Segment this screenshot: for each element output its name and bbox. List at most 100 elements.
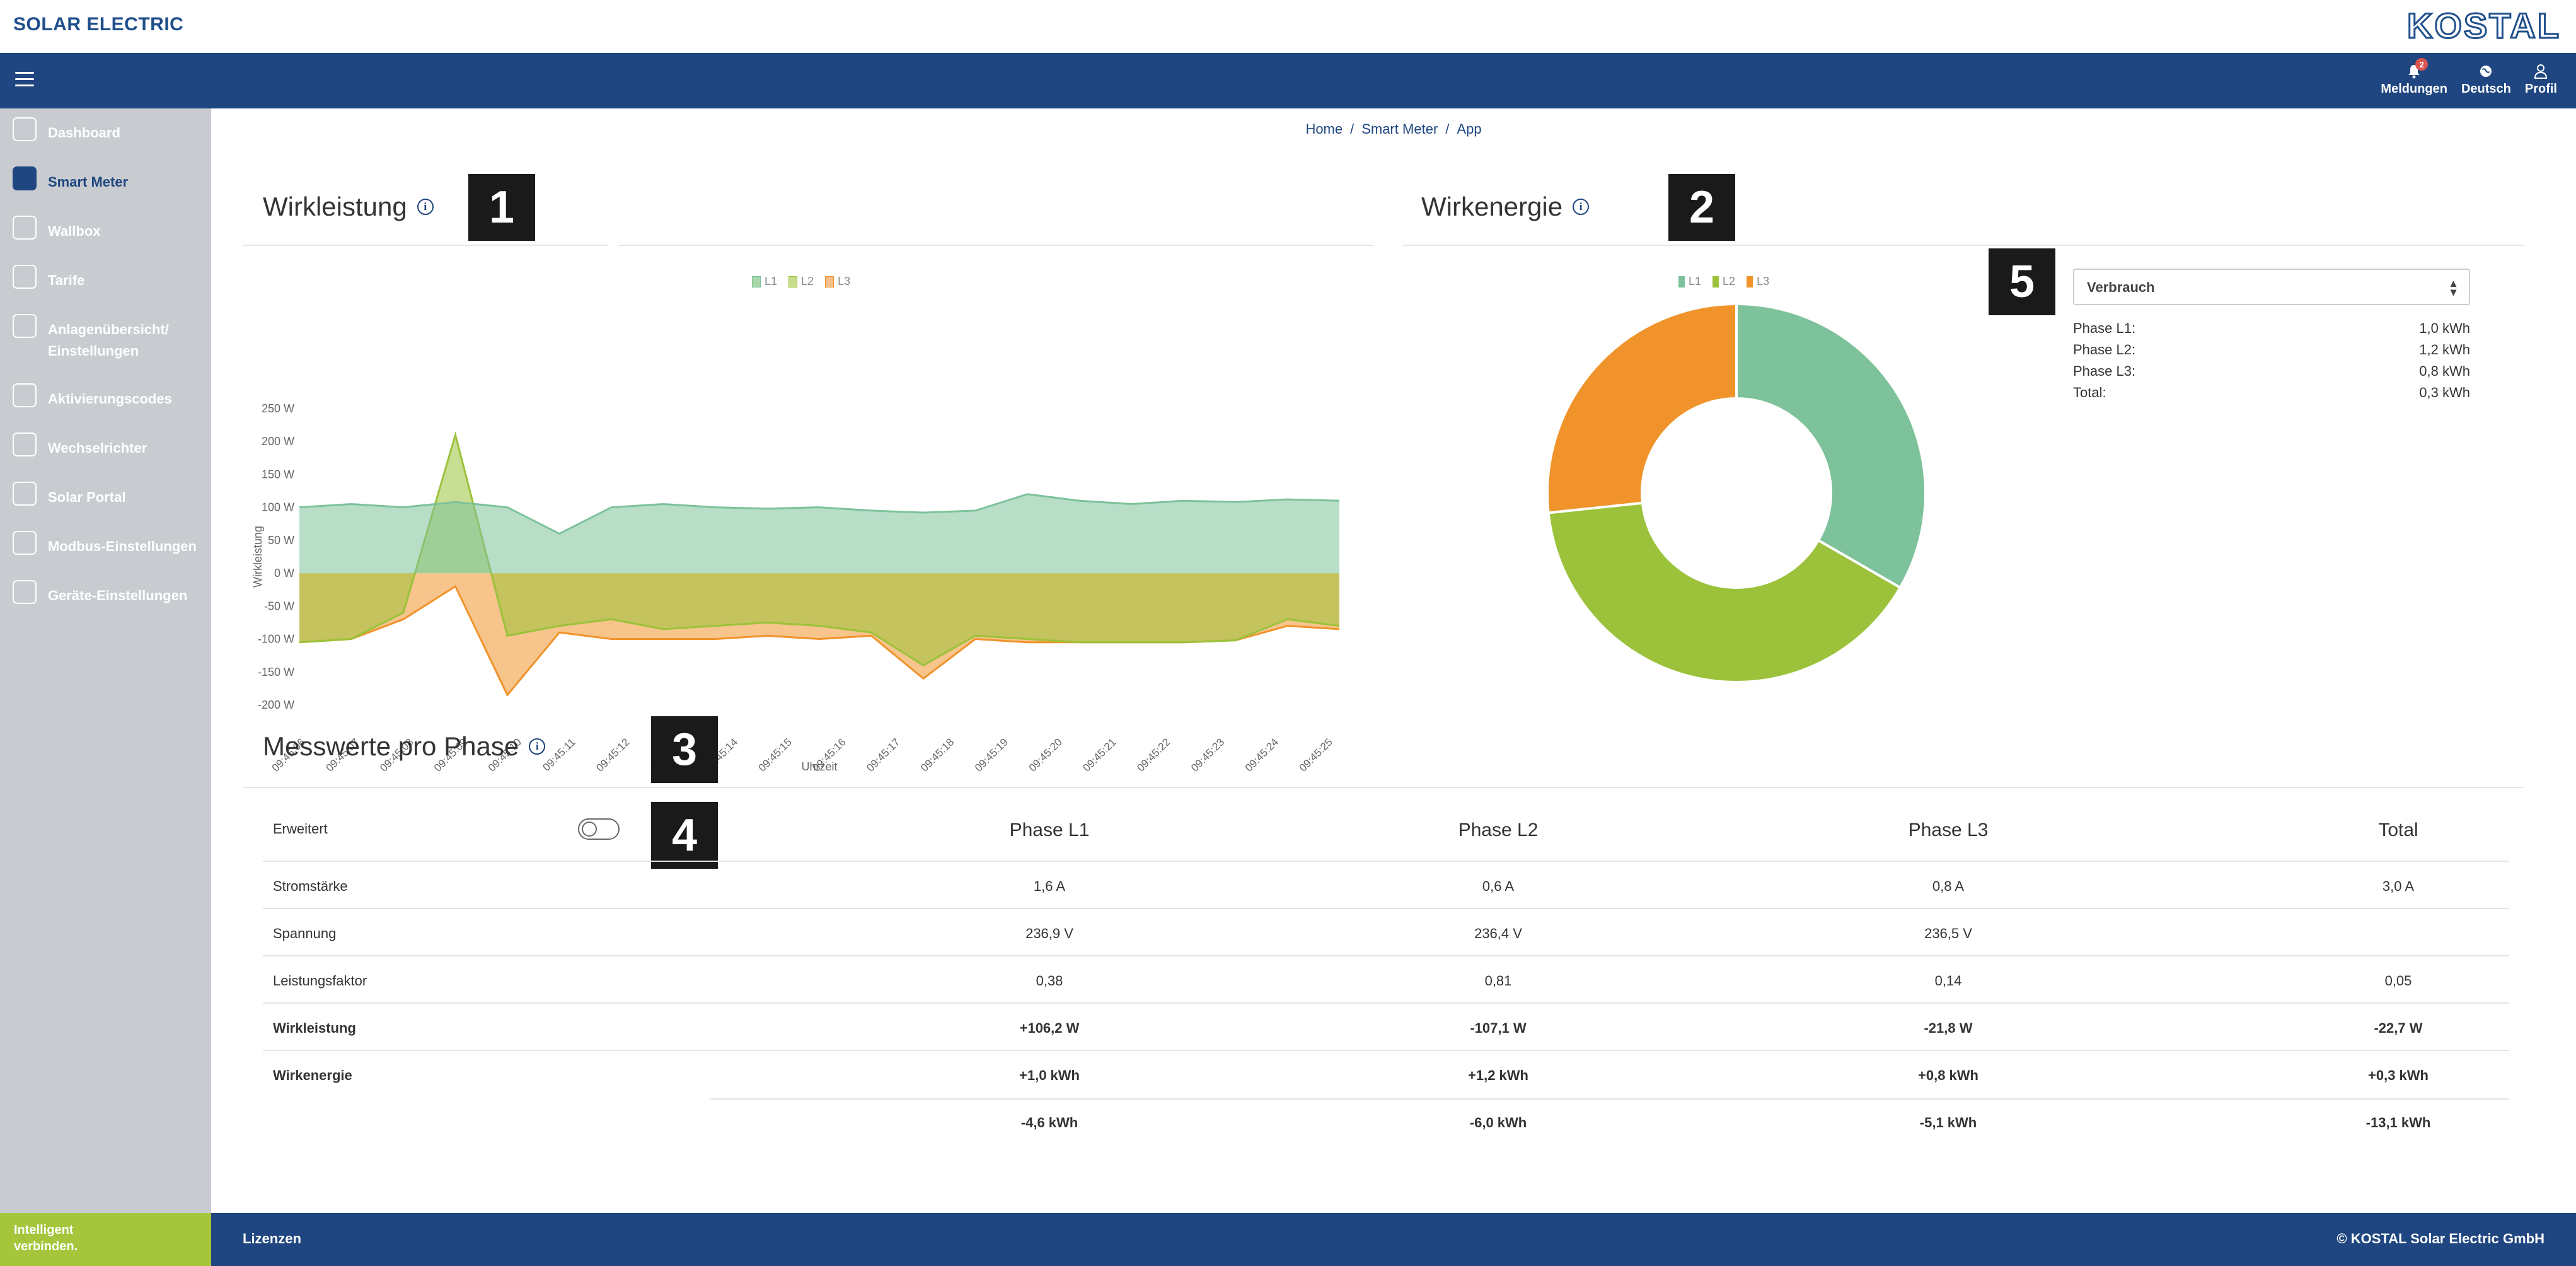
sidebar: Dashboard Smart Meter Wallbox Tarife Anl… — [0, 108, 211, 1213]
column-header-phase-l3: Phase L3 — [1908, 820, 1989, 840]
energy-mode-select[interactable]: Verbrauch ▴ ▾ — [2073, 269, 2470, 305]
legend-label: L3 — [838, 275, 851, 287]
sidebar-item-wallbox[interactable]: Wallbox — [0, 207, 211, 256]
select-arrows-icon: ▴ ▾ — [2450, 277, 2456, 298]
cell-value: 236,4 V — [1474, 926, 1522, 941]
donut-slice-l1[interactable] — [1735, 302, 1927, 589]
dashboard-icon — [13, 117, 37, 141]
profile-button[interactable]: Profil — [2525, 63, 2557, 96]
x-tick-label: 09:45:15 — [756, 736, 794, 774]
legend-item-l1[interactable]: L1 — [752, 275, 777, 288]
profile-label: Profil — [2524, 82, 2557, 96]
cell-value: -107,1 W — [1470, 1020, 1527, 1036]
cell-value: -4,6 kWh — [1020, 1115, 1078, 1130]
tagline-line2: verbinden. — [14, 1240, 78, 1253]
table-row: Wirkenergie +1,0 kWh +1,2 kWh +0,8 kWh +… — [263, 1051, 2509, 1098]
breadcrumb-smart-meter[interactable]: Smart Meter — [1361, 121, 1438, 137]
sidebar-item-modbus[interactable]: Modbus-Einstellungen — [0, 522, 211, 571]
column-header-total: Total — [2378, 820, 2418, 840]
y-tick-label: 50 W — [268, 534, 294, 547]
x-tick-label: 09:45:24 — [1243, 736, 1281, 774]
x-tick-label: 09:45:12 — [594, 736, 632, 774]
table-row: Wirkleistung +106,2 W -107,1 W -21,8 W -… — [263, 1004, 2509, 1051]
nav-actions: 2 Meldungen Deutsch Profil — [2381, 58, 2557, 96]
divider — [1402, 245, 2524, 246]
sidebar-item-wechselrichter[interactable]: Wechselrichter — [0, 424, 211, 473]
y-axis-label: Wirkleistung — [251, 526, 264, 588]
top-navbar: 2 Meldungen Deutsch Profil — [0, 53, 2576, 108]
info-icon[interactable]: i — [529, 738, 546, 755]
user-icon — [2534, 64, 2548, 79]
divider — [243, 245, 608, 246]
legend-item-l1[interactable]: L1 — [1678, 275, 1701, 288]
cell-value: 1,6 A — [1033, 878, 1066, 894]
sidebar-item-label: Anlagenübersicht/Einstellungen — [48, 319, 169, 362]
notifications-button[interactable]: 2 Meldungen — [2381, 58, 2447, 96]
legend-swatch — [788, 276, 798, 288]
hamburger-icon[interactable] — [15, 72, 34, 88]
extended-toggle[interactable] — [578, 818, 620, 840]
legend-item-l3[interactable]: L3 — [1747, 275, 1769, 288]
divider — [243, 787, 2524, 788]
cell-value: +0,8 kWh — [1918, 1067, 1978, 1083]
series-line-l2 — [299, 431, 1340, 667]
wirkleistung-title-text: Wirkleistung — [263, 192, 407, 221]
tagline: Intelligent verbinden. — [0, 1213, 211, 1266]
donut-slice-l2[interactable] — [1547, 501, 1902, 683]
callout-5: 5 — [1989, 248, 2055, 315]
legend-label: L1 — [1689, 275, 1702, 287]
row-label: Spannung — [273, 926, 337, 941]
info-icon[interactable]: i — [417, 199, 434, 215]
sidebar-item-aktivierungscodes[interactable]: Aktivierungscodes — [0, 375, 211, 424]
table-row: Spannung 236,9 V 236,4 V 236,5 V — [263, 909, 2509, 956]
legend-label: L2 — [801, 275, 814, 287]
wirkenergie-donut-chart — [1546, 302, 1927, 683]
sidebar-item-tarife[interactable]: Tarife — [0, 256, 211, 305]
energy-row-value: 1,0 kWh — [2419, 320, 2470, 336]
legend-item-l3[interactable]: L3 — [825, 275, 850, 288]
cell-value: 0,14 — [1934, 973, 1962, 989]
energy-row: Total: 0,3 kWh — [2073, 385, 2470, 406]
messwerte-title: Messwerte pro Phase i — [263, 731, 546, 762]
row-label: Stromstärke — [273, 878, 348, 894]
divider — [618, 245, 1374, 246]
breadcrumb-app: App — [1457, 121, 1482, 137]
cell-value: 0,6 A — [1482, 878, 1515, 894]
language-button[interactable]: Deutsch — [2461, 63, 2511, 96]
table-row: -4,6 kWh -6,0 kWh -5,1 kWh -13,1 kWh — [263, 1098, 2509, 1146]
wirkenergie-legend: L1 L2 L3 — [1678, 275, 1769, 288]
donut-slice-l3[interactable] — [1546, 302, 1738, 514]
series-area-l2 — [299, 434, 1339, 666]
plant-overview-icon — [13, 314, 37, 338]
legend-swatch — [752, 276, 761, 288]
breadcrumb-home[interactable]: Home — [1305, 121, 1343, 137]
info-icon[interactable]: i — [1573, 199, 1590, 215]
sidebar-item-smart-meter[interactable]: Smart Meter — [0, 158, 211, 207]
x-tick-label: 09:45:17 — [864, 736, 902, 774]
y-tick-label: -50 W — [264, 600, 294, 612]
y-tick-label: -150 W — [258, 666, 294, 678]
cell-value: -21,8 W — [1924, 1020, 1973, 1036]
legend-item-l2[interactable]: L2 — [788, 275, 814, 288]
row-label: Leistungsfaktor — [273, 973, 367, 989]
callout-2: 2 — [1668, 174, 1735, 241]
cell-value: -13,1 kWh — [2365, 1115, 2431, 1130]
energy-summary: Phase L1: 1,0 kWh Phase L2: 1,2 kWh Phase … — [2073, 320, 2470, 406]
sidebar-item-solar-portal[interactable]: Solar Portal — [0, 473, 211, 522]
sidebar-item-geraete-einstellungen[interactable]: Geräte-Einstellungen — [0, 571, 211, 620]
sidebar-item-label: Solar Portal — [48, 489, 126, 505]
sidebar-item-anlagenuebersicht[interactable]: Anlagenübersicht/Einstellungen — [0, 305, 211, 375]
wirkenergie-title-text: Wirkenergie — [1421, 192, 1563, 221]
callout-1: 1 — [468, 174, 535, 241]
sidebar-item-label-line1: Anlagenübersicht/ — [48, 322, 169, 337]
cell-value: 0,81 — [1484, 973, 1512, 989]
licenses-link[interactable]: Lizenzen — [243, 1231, 301, 1246]
legend-item-l2[interactable]: L2 — [1713, 275, 1735, 288]
inverter-icon — [13, 433, 37, 456]
tariff-icon — [13, 265, 37, 289]
legend-swatch — [825, 276, 835, 288]
notifications-label: Meldungen — [2381, 82, 2447, 96]
kostal-logo[interactable]: KOSTAL — [2406, 5, 2561, 47]
brand-title: SOLAR ELECTRIC — [13, 14, 184, 35]
sidebar-item-dashboard[interactable]: Dashboard — [0, 108, 211, 158]
